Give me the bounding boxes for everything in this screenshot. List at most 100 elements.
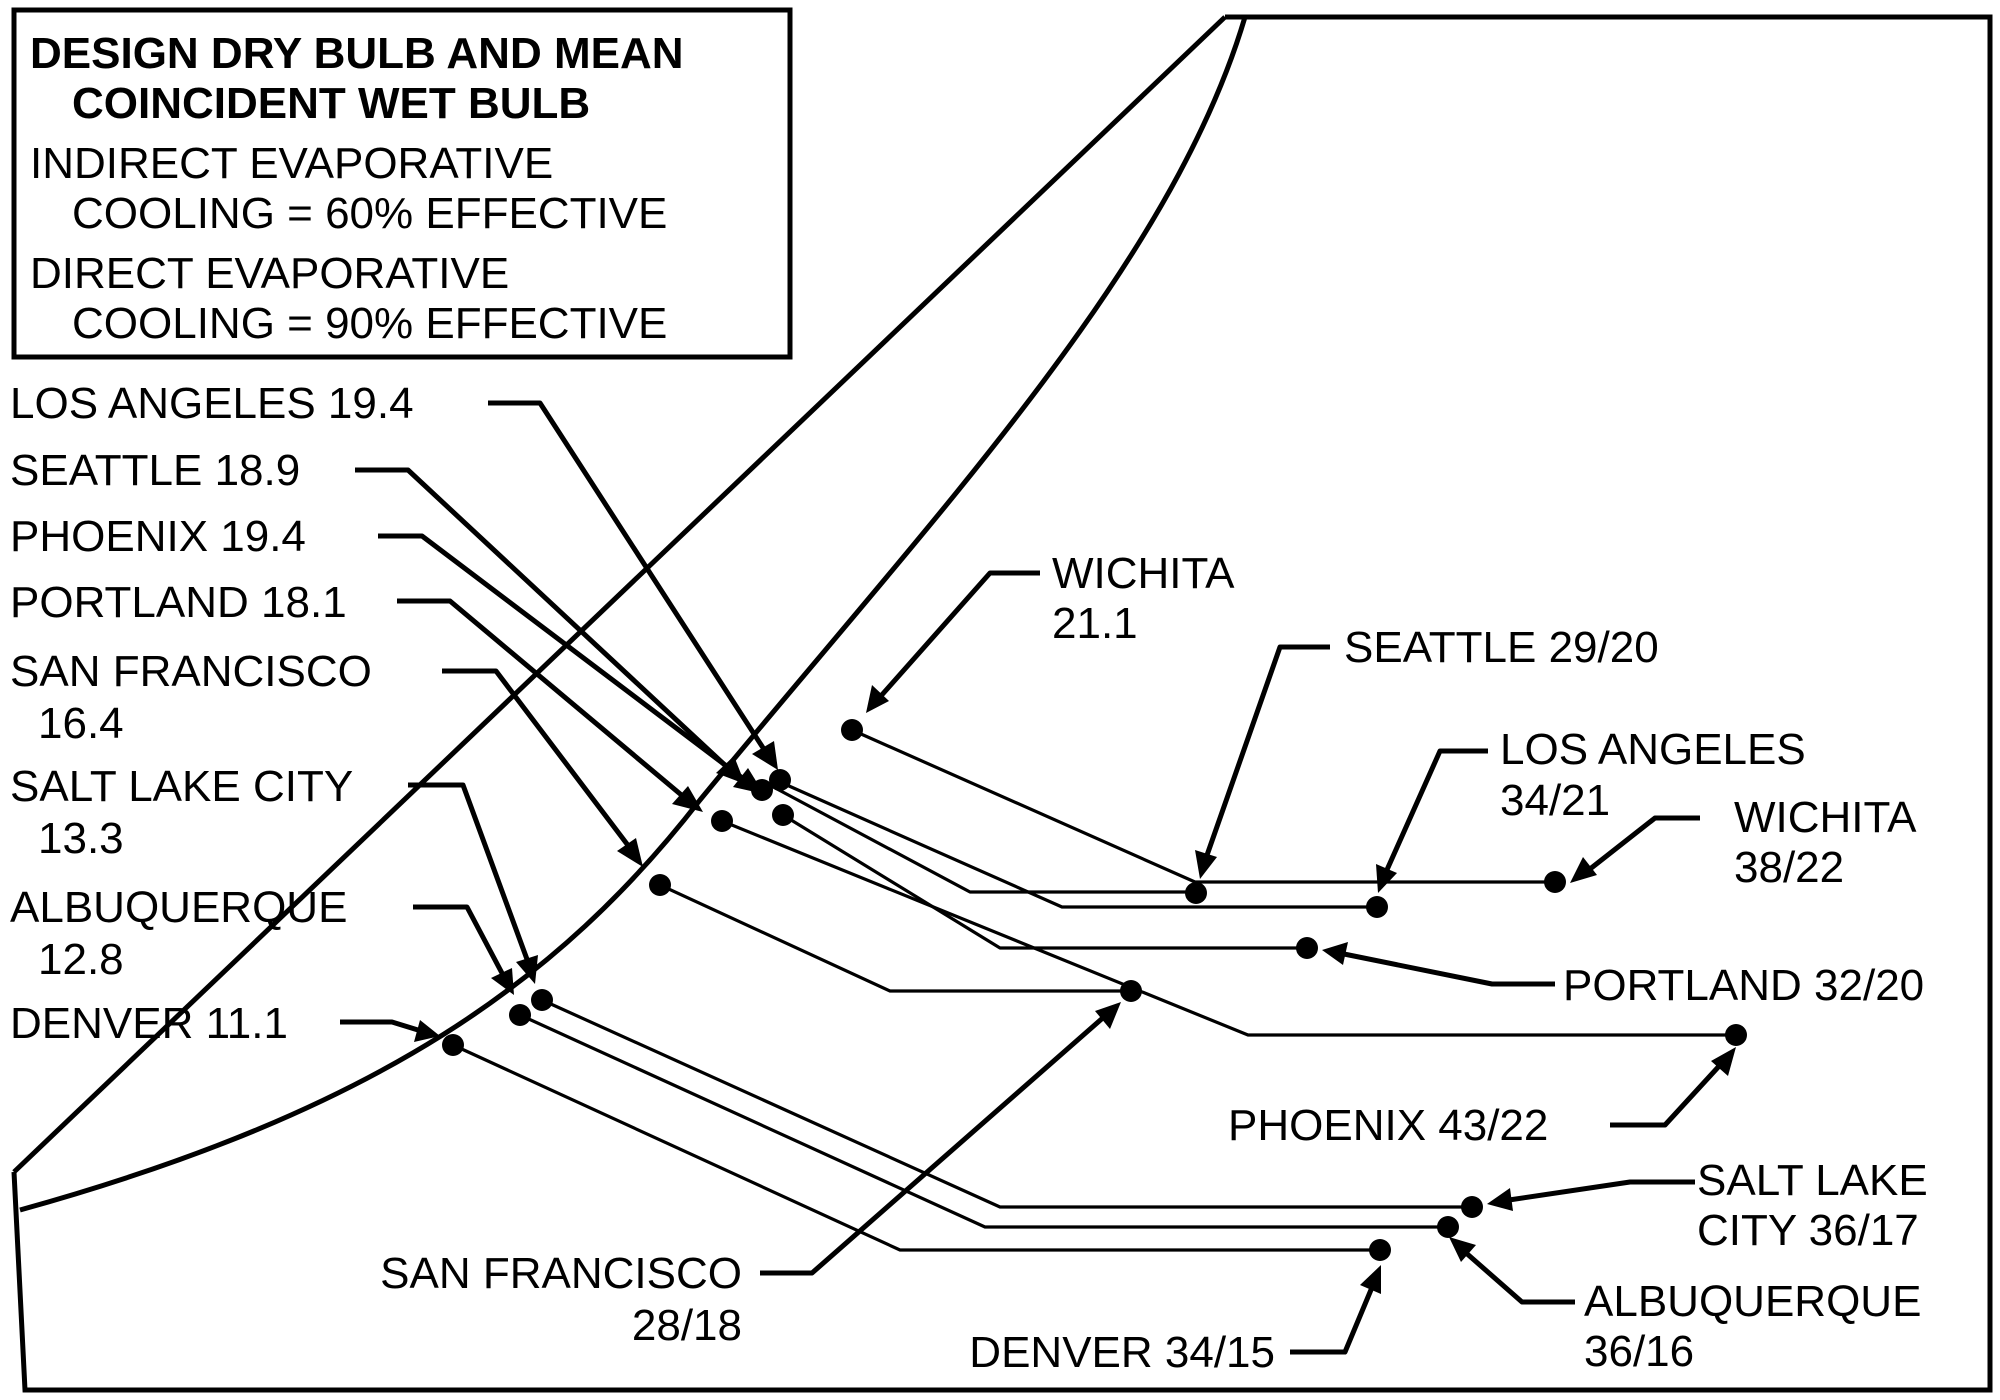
arrowhead-phoenix-design <box>1711 1047 1736 1076</box>
leader-los-angeles-final <box>488 400 770 756</box>
final-point-portland <box>711 810 733 832</box>
arrowhead-denver-final <box>414 1020 440 1042</box>
legend-box <box>11 7 793 360</box>
legend-title-line2: COINCIDENT WET BULB <box>72 79 590 128</box>
arrowhead-salt-lake-city-design <box>1487 1188 1513 1211</box>
final-point-salt-lake-city <box>531 989 553 1011</box>
legend: DESIGN DRY BULB AND MEAN COINCIDENT WET … <box>11 7 793 360</box>
design-point-phoenix <box>1725 1024 1747 1046</box>
label-san-francisco-final-line2: 16.4 <box>38 699 124 748</box>
label-albuquerque-design-line2: 36/16 <box>1584 1327 1694 1376</box>
label-phoenix-design: PHOENIX 43/22 <box>1228 1101 1548 1150</box>
arrowhead-salt-lake-city-final <box>516 955 538 984</box>
final-point-phoenix <box>772 804 794 826</box>
arrowhead-phoenix-final <box>733 768 764 794</box>
label-seattle-final: SEATTLE 18.9 <box>10 446 300 495</box>
label-wichita-final-line1: WICHITA <box>1052 549 1235 598</box>
label-salt-lake-city-final-line2: 13.3 <box>38 814 124 863</box>
leaders-final-states <box>340 400 1040 1042</box>
label-los-angeles-final: LOS ANGELES 19.4 <box>10 379 414 428</box>
chart-frame <box>11 14 1993 1393</box>
arrowhead-albuquerque-design <box>1449 1237 1476 1262</box>
final-point-wichita <box>841 719 863 741</box>
design-point-denver <box>1369 1239 1391 1261</box>
label-san-francisco-final-line1: SAN FRANCISCO <box>10 647 372 696</box>
arrowhead-wichita-design <box>1570 857 1597 883</box>
arrowhead-portland-design <box>1322 942 1348 965</box>
leader-phoenix-final <box>378 533 747 782</box>
label-denver-final: DENVER 11.1 <box>10 999 288 1048</box>
arrowhead-wichita-final <box>866 685 889 713</box>
label-albuquerque-final-line1: ALBUQUERQUE <box>10 883 347 932</box>
label-portland-final: PORTLAND 18.1 <box>10 578 347 627</box>
leader-salt-lake-city-final <box>408 782 531 963</box>
label-albuquerque-final-line2: 12.8 <box>38 935 124 984</box>
label-san-francisco-design-line2: 28/18 <box>632 1301 742 1350</box>
label-denver-design: DENVER 34/15 <box>969 1328 1275 1377</box>
label-seattle-design: SEATTLE 29/20 <box>1344 623 1659 672</box>
label-portland-design: PORTLAND 32/20 <box>1563 961 1924 1010</box>
process-line-phoenix <box>721 819 1736 1037</box>
legend-title-line1: DESIGN DRY BULB AND MEAN <box>30 29 684 78</box>
leader-portland-design <box>1343 951 1555 987</box>
leader-denver-final <box>340 1019 419 1033</box>
leader-san-francisco-final <box>442 668 632 850</box>
design-point-wichita <box>1544 871 1566 893</box>
leader-san-francisco-design <box>760 1014 1107 1276</box>
process-lines <box>452 728 1736 1252</box>
design-point-san-francisco <box>1120 980 1142 1002</box>
leader-albuquerque-design <box>1463 1250 1575 1305</box>
leader-wichita-final <box>878 570 1040 699</box>
label-salt-lake-city-final-line1: SALT LAKE CITY <box>10 762 353 811</box>
final-point-albuquerque <box>509 1004 531 1026</box>
label-los-angeles-design-line1: LOS ANGELES <box>1500 725 1806 774</box>
state-points <box>442 719 1747 1261</box>
label-wichita-design-line1: WICHITA <box>1734 793 1917 842</box>
leaders-design-conditions <box>760 644 1736 1355</box>
leader-los-angeles-design <box>1383 748 1488 874</box>
design-point-los-angeles <box>1366 896 1388 918</box>
label-san-francisco-design-line1: SAN FRANCISCO <box>380 1249 742 1298</box>
label-wichita-design-line2: 38/22 <box>1734 843 1844 892</box>
legend-indirect-line1: INDIRECT EVAPORATIVE <box>30 139 553 188</box>
label-los-angeles-design-line2: 34/21 <box>1500 776 1610 825</box>
arrowhead-los-angeles-final <box>752 741 778 770</box>
arrowhead-albuquerque-final <box>491 968 514 995</box>
arrowhead-los-angeles-design <box>1376 864 1397 893</box>
saturation-curve <box>12 15 1227 1174</box>
enthalpy-boundary-curve <box>19 16 1248 1213</box>
label-wichita-final-line2: 21.1 <box>1052 599 1138 648</box>
final-point-san-francisco <box>649 874 671 896</box>
arrowhead-san-francisco-design <box>1095 1002 1121 1029</box>
process-line-portland <box>782 813 1307 950</box>
label-salt-lake-city-design-line1: SALT LAKE <box>1697 1156 1928 1205</box>
final-state-labels: LOS ANGELES 19.4 SEATTLE 18.9 PHOENIX 19… <box>10 379 1235 1048</box>
design-point-albuquerque <box>1437 1216 1459 1238</box>
design-point-seattle <box>1185 882 1207 904</box>
arrowhead-denver-design <box>1360 1265 1381 1294</box>
process-line-los-angeles <box>779 780 1377 909</box>
legend-direct-line1: DIRECT EVAPORATIVE <box>30 249 509 298</box>
label-phoenix-final: PHOENIX 19.4 <box>10 512 306 561</box>
arrowhead-san-francisco-final <box>617 838 643 867</box>
leader-portland-final <box>397 598 687 800</box>
legend-indirect-line2: COOLING = 60% EFFECTIVE <box>72 189 667 238</box>
leader-phoenix-design <box>1610 1062 1723 1128</box>
final-point-denver <box>442 1034 464 1056</box>
final-point-los-angeles <box>769 769 791 791</box>
process-line-salt-lake-city <box>541 998 1472 1209</box>
legend-direct-line2: COOLING = 90% EFFECTIVE <box>72 299 667 348</box>
process-line-wichita <box>851 728 1555 884</box>
design-point-salt-lake-city <box>1461 1196 1483 1218</box>
arrowhead-portland-final <box>672 786 703 812</box>
process-line-albuquerque <box>519 1013 1448 1229</box>
process-line-seattle <box>763 780 1196 894</box>
label-albuquerque-design-line1: ALBUQUERQUE <box>1584 1277 1921 1326</box>
leader-salt-lake-city-design <box>1508 1179 1695 1203</box>
leader-wichita-design <box>1588 815 1700 871</box>
leader-albuquerque-final <box>413 904 506 977</box>
leader-seattle-final <box>355 467 730 770</box>
design-point-portland <box>1296 937 1318 959</box>
leader-seattle-design <box>1203 644 1330 859</box>
